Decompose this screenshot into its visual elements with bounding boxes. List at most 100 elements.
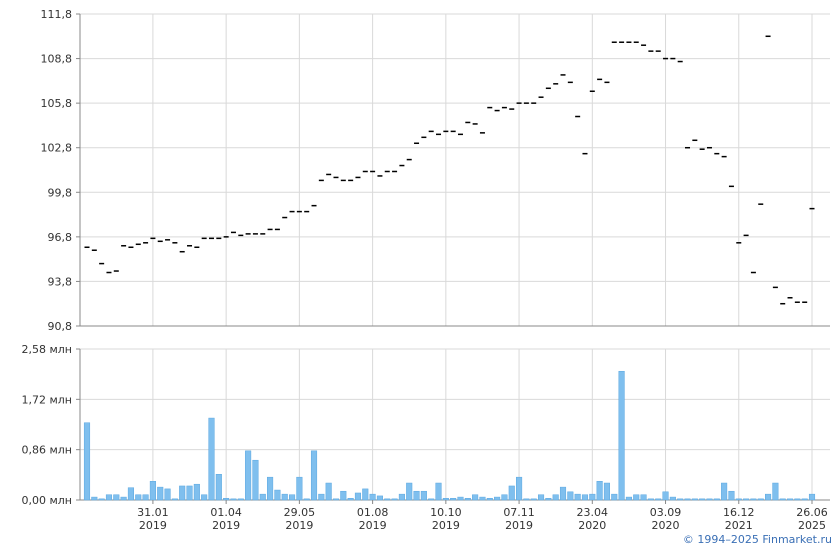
volume-bar xyxy=(691,498,698,501)
volume-bar xyxy=(677,498,684,501)
price-mark xyxy=(223,236,229,238)
volume-bar xyxy=(267,476,274,501)
volume-bar xyxy=(618,370,625,501)
price-mark xyxy=(450,130,456,133)
price-mark xyxy=(582,152,588,155)
price-mark xyxy=(282,216,288,219)
volume-bar xyxy=(486,497,493,501)
volume-bar xyxy=(508,485,515,501)
volume-bar xyxy=(501,494,508,501)
volume-bar xyxy=(435,482,442,501)
price-mark xyxy=(619,41,625,43)
volume-bar xyxy=(223,497,230,501)
price-mark xyxy=(589,90,595,93)
price-mark xyxy=(479,132,485,134)
price-mark xyxy=(113,270,119,272)
volume-bar xyxy=(376,495,383,501)
price-mark xyxy=(501,106,507,109)
volume-bar xyxy=(611,493,618,501)
volume-bar xyxy=(208,417,215,501)
volume-bar xyxy=(721,482,728,501)
volume-bar xyxy=(83,422,91,501)
volume-bar xyxy=(772,482,779,501)
price-mark xyxy=(457,133,463,136)
price-mark xyxy=(296,210,302,213)
price-mark xyxy=(787,297,793,299)
volume-bar xyxy=(559,486,567,501)
volume-bar xyxy=(494,496,501,501)
volume-bar xyxy=(684,498,691,501)
price-mark xyxy=(414,142,420,145)
volume-bar xyxy=(332,498,340,501)
volume-bar xyxy=(552,494,559,501)
price-mark xyxy=(143,242,149,244)
volume-bar xyxy=(472,494,479,501)
price-mark xyxy=(714,152,720,155)
price-mark xyxy=(538,96,544,98)
price-mark xyxy=(406,158,412,161)
volume-bar xyxy=(428,498,435,501)
price-mark xyxy=(685,146,691,149)
x-tick-label: 29.05 2019 xyxy=(284,506,316,532)
volume-bar xyxy=(442,497,449,501)
price-mark xyxy=(326,173,332,176)
y-tick-label: 111,8 xyxy=(41,8,73,21)
volume-bar xyxy=(589,493,596,501)
volume-bar xyxy=(98,498,105,501)
price-mark xyxy=(84,246,90,249)
price-mark xyxy=(399,164,405,167)
price-mark xyxy=(311,204,317,207)
price-mark xyxy=(487,106,493,109)
y-tick-label: 1,72 млн xyxy=(21,393,72,406)
volume-bar xyxy=(662,491,669,501)
price-mark xyxy=(348,179,354,182)
price-mark xyxy=(736,242,742,244)
y-tick-label: 93,8 xyxy=(48,275,73,288)
volume-bar xyxy=(347,497,354,501)
volume-bar xyxy=(281,493,288,501)
volume-bar xyxy=(596,481,603,501)
price-mark xyxy=(165,239,171,241)
volume-bar xyxy=(801,498,808,501)
x-tick-label: 10.10 2019 xyxy=(430,506,462,532)
price-mark xyxy=(201,237,207,240)
y-tick-label: 108,8 xyxy=(41,53,73,66)
volume-bar xyxy=(750,498,757,501)
price-mark xyxy=(208,237,214,240)
volume-bar xyxy=(537,494,545,501)
volume-bar xyxy=(786,498,794,501)
price-mark xyxy=(135,243,141,246)
price-mark xyxy=(706,146,712,149)
price-mark xyxy=(648,50,654,52)
y-tick-label: 0,86 млн xyxy=(21,444,72,457)
price-mark xyxy=(245,233,251,235)
price-mark xyxy=(531,102,537,104)
volume-bar xyxy=(303,498,310,501)
price-mark xyxy=(750,271,756,274)
volume-bar xyxy=(728,490,735,501)
price-mark xyxy=(384,170,390,173)
volume-bar xyxy=(457,496,464,501)
volume-bar xyxy=(310,450,318,501)
y-tick-label: 105,8 xyxy=(41,97,73,110)
price-mark xyxy=(238,234,244,237)
volume-bar xyxy=(779,498,786,501)
volume-bar xyxy=(545,497,552,501)
price-mark xyxy=(194,246,200,249)
volume-bar xyxy=(135,494,142,501)
y-tick-label: 90,8 xyxy=(48,320,73,333)
volume-bar xyxy=(252,459,259,501)
volume-bar xyxy=(398,493,405,501)
volume-bar xyxy=(574,493,581,501)
price-mark xyxy=(362,170,368,173)
price-mark xyxy=(560,74,566,76)
volume-bar xyxy=(625,496,632,501)
price-mark xyxy=(428,130,434,133)
y-tick-label: 2,58 млн xyxy=(21,343,72,356)
volume-bar xyxy=(318,493,325,501)
price-mark xyxy=(545,87,551,90)
volume-bar xyxy=(230,498,237,501)
price-mark xyxy=(91,249,97,251)
volume-bar xyxy=(369,493,376,501)
y-tick-label: 102,8 xyxy=(41,142,73,155)
